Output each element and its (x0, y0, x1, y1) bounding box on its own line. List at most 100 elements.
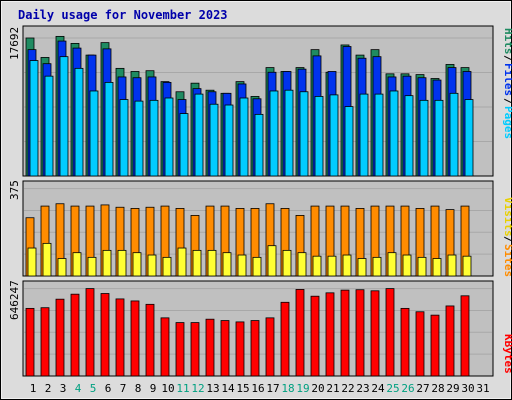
kbytes-bar-kbytes-day-7 (115, 298, 125, 377)
traffic-bar-pages-day-9 (149, 99, 159, 177)
x-tick-label-day-6: 6 (105, 382, 112, 395)
visits-y-tick-label: 375 (8, 180, 21, 200)
visits-bar-sites-day-18 (282, 249, 292, 277)
kbytes-bar-kbytes-day-2 (40, 307, 50, 377)
visits-bar-sites-day-17 (267, 245, 277, 277)
traffic-bar-pages-day-24 (374, 93, 384, 177)
visits-bar-sites-day-12 (192, 249, 202, 277)
traffic-bar-pages-day-13 (209, 103, 219, 177)
visits-bar-sites-day-21 (327, 255, 337, 277)
traffic-bar-pages-day-21 (329, 94, 339, 177)
traffic-bar-pages-day-14 (224, 104, 234, 177)
x-tick-label-day-30: 30 (461, 382, 474, 395)
x-tick-label-day-3: 3 (60, 382, 67, 395)
x-tick-label-day-24: 24 (371, 382, 385, 395)
legend-separator: / (502, 98, 512, 105)
x-tick-label-day-14: 14 (221, 382, 235, 395)
visits-bar-sites-day-26 (402, 254, 412, 277)
traffic-bar-pages-day-28 (434, 99, 444, 177)
x-tick-label-day-19: 19 (296, 382, 309, 395)
x-tick-label-day-11: 11 (176, 382, 189, 395)
x-tick-label-day-8: 8 (135, 382, 142, 395)
traffic-bar-pages-day-4 (74, 67, 84, 177)
bars-layer (25, 35, 474, 377)
visits-bar-sites-day-19 (297, 252, 307, 277)
x-tick-label-day-9: 9 (150, 382, 157, 395)
visits-bar-sites-day-10 (162, 256, 172, 277)
x-tick-label-day-5: 5 (90, 382, 97, 395)
kbytes-bar-kbytes-day-26 (400, 307, 410, 377)
x-tick-label-day-29: 29 (446, 382, 459, 395)
traffic-bar-pages-day-11 (179, 113, 189, 177)
traffic-legend: Hits / Files / Pages (502, 28, 512, 139)
traffic-bar-pages-day-1 (29, 60, 39, 177)
kbytes-bar-kbytes-day-17 (265, 317, 275, 377)
traffic-bar-pages-day-30 (464, 99, 474, 177)
legend-visits: Visits (502, 197, 512, 237)
traffic-bar-pages-day-17 (269, 90, 279, 177)
visits-bar-sites-day-28 (432, 258, 442, 277)
kbytes-bar-kbytes-day-30 (460, 295, 470, 377)
visits-bar-sites-day-16 (252, 256, 262, 277)
traffic-bar-pages-day-29 (449, 92, 459, 177)
kbytes-y-tick-label: 646247 (8, 280, 21, 320)
kbytes-bar-kbytes-day-20 (310, 295, 320, 377)
visits-bar-sites-day-23 (357, 258, 367, 277)
legend-separator: / (502, 55, 512, 62)
traffic-bar-pages-day-15 (239, 97, 249, 177)
visits-bar-sites-day-29 (447, 254, 457, 277)
traffic-bar-pages-day-19 (299, 91, 309, 177)
kbytes-bar-kbytes-day-18 (280, 301, 290, 377)
kbytes-bar-kbytes-day-16 (250, 320, 260, 377)
legend-hits: Hits (502, 28, 512, 55)
traffic-bar-pages-day-25 (389, 90, 399, 177)
kbytes-bar-kbytes-day-1 (25, 307, 35, 377)
visits-bar-sites-day-15 (237, 254, 247, 277)
visits-bar-sites-day-8 (132, 252, 142, 277)
x-axis-labels: 1 2 3 4 5 6 7 8 9 10 11 12 13 14 15 16 17 18 19 20 21 22 23 24 2… (30, 382, 490, 395)
kbytes-bar-kbytes-day-9 (145, 303, 155, 377)
traffic-bar-pages-day-10 (164, 97, 174, 177)
kbytes-bar-kbytes-day-5 (85, 288, 95, 377)
kbytes-bar-kbytes-day-28 (430, 314, 440, 377)
x-tick-label-day-2: 2 (45, 382, 52, 395)
visits-bar-sites-day-7 (117, 249, 127, 277)
visits-bar-sites-day-25 (387, 252, 397, 277)
legend-sites: Sites (502, 244, 512, 277)
visits-bar-sites-day-20 (312, 255, 322, 277)
kbytes-bar-kbytes-day-22 (340, 289, 350, 377)
x-tick-label-day-26: 26 (401, 382, 414, 395)
kbytes-bar-kbytes-day-10 (160, 317, 170, 377)
traffic-bar-pages-day-26 (404, 95, 414, 177)
x-tick-label-day-20: 20 (311, 382, 324, 395)
x-tick-label-day-31: 31 (476, 382, 489, 395)
x-tick-label-day-10: 10 (161, 382, 174, 395)
chart-title: Daily usage for November 2023 (18, 8, 228, 22)
kbytes-legend: KBytes (502, 334, 512, 374)
visits-bar-sites-day-27 (417, 256, 427, 277)
kbytes-bar-kbytes-day-29 (445, 305, 455, 377)
x-tick-label-day-27: 27 (416, 382, 429, 395)
kbytes-bar-kbytes-day-21 (325, 292, 335, 377)
legend-files: Files (502, 63, 512, 96)
legend-separator: / (502, 236, 512, 243)
kbytes-bar-kbytes-day-8 (130, 300, 140, 377)
visits-bar-sites-day-4 (72, 252, 82, 277)
x-tick-label-day-18: 18 (281, 382, 294, 395)
traffic-bar-pages-day-7 (119, 99, 129, 177)
traffic-bar-pages-day-5 (89, 90, 99, 177)
traffic-bar-pages-day-18 (284, 89, 294, 177)
x-tick-label-day-25: 25 (386, 382, 399, 395)
kbytes-bar-kbytes-day-27 (415, 311, 425, 377)
x-tick-label-day-21: 21 (326, 382, 339, 395)
traffic-y-tick-label: 17692 (8, 27, 21, 60)
traffic-bar-pages-day-8 (134, 100, 144, 177)
visits-bar-sites-day-30 (462, 255, 472, 277)
kbytes-bar-kbytes-day-11 (175, 322, 185, 377)
kbytes-bar-kbytes-day-25 (385, 288, 395, 377)
kbytes-bar-kbytes-day-19 (295, 289, 305, 377)
kbytes-bar-kbytes-day-15 (235, 321, 245, 377)
visits-bar-sites-day-2 (42, 242, 52, 277)
traffic-bar-pages-day-20 (314, 96, 324, 177)
